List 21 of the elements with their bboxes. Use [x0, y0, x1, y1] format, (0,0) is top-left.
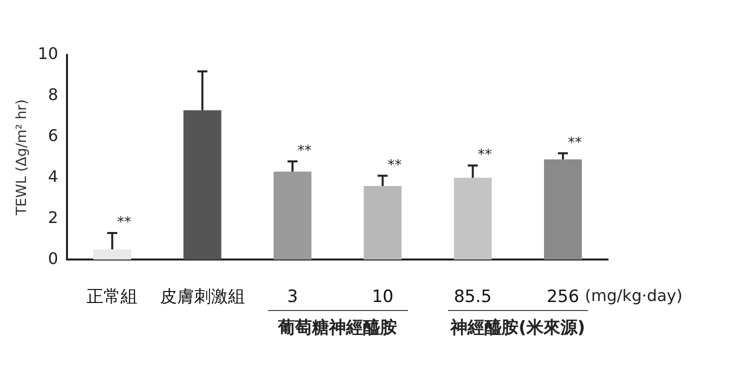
text: 葡萄糖神經醯胺: [277, 318, 398, 338]
y-tick-label: 8: [48, 85, 58, 104]
annotation: **: [478, 147, 492, 164]
y-tick-label: 4: [48, 166, 58, 186]
x-tick-label: 256: [546, 287, 580, 308]
annotation: **: [298, 143, 312, 160]
x-tick-label: 正常組: [86, 287, 138, 308]
y-tick-label: 6: [48, 126, 58, 145]
y-axis-title: TEWL (Δg/m² hr): [14, 99, 30, 216]
text: 神經醯胺(米來源): [450, 318, 586, 338]
y-tick-label: 10: [38, 44, 58, 64]
x-tick-label: 85.5: [454, 287, 492, 308]
x-tick-label: 皮膚刺激組: [160, 287, 245, 308]
annotation: **: [117, 214, 132, 231]
y-tick-label: 2: [48, 208, 58, 227]
y-tick-label: 0: [48, 248, 58, 268]
annotation: **: [388, 157, 402, 174]
x-tick-label: 10: [372, 287, 394, 308]
annotation: **: [568, 134, 582, 151]
x-tick-label: 3: [287, 287, 298, 308]
text: (mg/kg·day): [584, 286, 682, 305]
